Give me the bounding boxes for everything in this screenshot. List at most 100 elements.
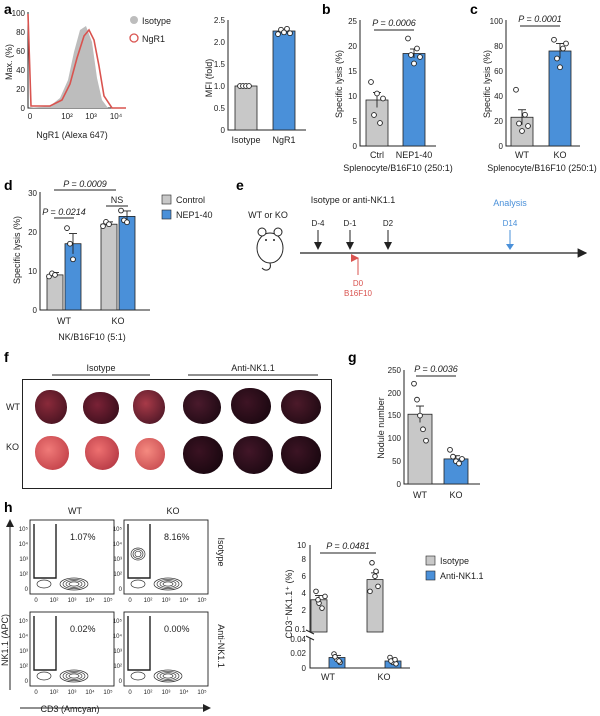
d-ko-nep-point [124,219,130,226]
d-control-1-bar [100,223,118,311]
legend-ngr1-marker [129,33,139,43]
facs-contour [36,579,52,589]
d-xtick-wt: WT [57,316,71,326]
panel-letter-b: b [322,1,331,17]
c-wt-point [522,111,528,118]
hbar-legend-isotype: Isotype [440,556,469,566]
lung-photograph [22,379,332,489]
mfi-ngr1-point [284,25,290,32]
mfi-isotype-point [246,83,252,89]
b-ctrl-point [380,95,386,102]
c-wt-point [519,128,525,134]
g-wt-point [417,412,423,419]
facs-ytick: 10² [113,664,122,670]
axis-break-mark [305,635,315,641]
d-control-0-bar [46,274,64,311]
d-ko-control-point [106,221,112,228]
facs-plot-frame [29,519,115,595]
g-wt-point [423,437,429,444]
facs-contour [62,670,86,682]
c-ko-point [551,36,557,43]
hist-xtick: 10³ [85,112,97,121]
b-ctrl-point [374,90,380,97]
hbar-ylabel: CD3⁻NK1.1⁺ (%) [284,569,294,638]
facs-contour [156,578,180,590]
panel-letter-h: h [4,499,13,515]
d-ns-label: NS [111,195,124,205]
b-xtick-ctrl: Ctrl [370,150,384,160]
c-ko-point [557,64,563,71]
g-ytick: 250 [388,366,402,375]
facs-xtick: 0 [34,598,38,604]
facs-xtick: 0 [128,598,132,604]
b-1-bar [402,53,426,147]
b-xtick-nep: NEP1-40 [396,150,433,160]
d-ylabel: Specific lysis (%) [12,216,22,284]
g-ytick: 50 [392,457,401,466]
facs-contour [162,673,174,679]
g-xtick-ko: KO [449,490,462,500]
g-xtick-wt: WT [413,490,427,500]
facs-contour [153,669,183,683]
facs-ytick: 10⁵ [113,526,123,533]
facs-ytick: 10³ [19,557,28,563]
g-ytick: 150 [388,411,402,420]
d0-label: D0 [353,279,364,288]
hist-ylabel: Max. (%) [4,44,14,80]
mfi-ngr1-point [287,30,293,37]
g-ko-point [450,453,456,460]
c-ytick: 20 [494,117,503,126]
hist-xtick: 10⁴ [110,112,123,121]
d-pvalue-top: P = 0.0009 [63,179,106,189]
d14-label: D14 [503,219,518,228]
c-wt-point [513,86,519,93]
f-group-anti-nk: Anti-NK1.1 [231,363,275,373]
b-nep-point [414,45,420,52]
panel-letter-f: f [4,349,9,365]
hbar-ytick: 6 [302,572,307,581]
c-xtick-ko: KO [553,150,566,160]
facs-ytick: 10⁵ [113,618,123,625]
histogram-plot: 0 20 40 60 80 100 0 10² 10³ 10⁴ NgR1 (Al… [4,9,171,140]
facs-ytick: 10² [19,572,28,578]
mfi-xtick-isotype: Isotype [231,135,260,145]
facs-ytick: 0 [119,679,123,685]
c-wt-point [516,120,522,127]
histogram-ngr1-line [27,13,126,109]
hbar-point [367,588,373,595]
mfi-bar-chart: MFI (fold) Isotype NgR1 0 0.5 1.0 1.5 2.… [204,16,306,145]
facs-contour [130,579,146,589]
b-caption: Splenocyte/B16F10 (250:1) [343,163,453,173]
facs-xtick: 10⁵ [103,689,113,696]
facs-percent: 1.07% [70,532,96,542]
d-xtick-ko: KO [111,316,124,326]
facs-ytick: 10³ [113,649,122,655]
hbar-ytick: 0.04 [290,635,306,644]
panel-letter-c: c [470,1,478,17]
hbar-ytick: 0 [302,664,307,673]
legend-isotype-label: Isotype [142,16,171,26]
hist-xlabel: NgR1 (Alexa 647) [36,130,108,140]
d-wt-nep-point [70,256,76,263]
lysis-nep1-chart: Specific lysis (%) 0 5 10 15 20 25 Ctrl … [334,17,453,173]
hbar-legend-nk: Anti-NK1.1 [440,571,484,581]
b-ytick: 10 [348,92,357,101]
b-ctrl-point [371,112,377,118]
hbar-ytick: 10 [297,541,306,550]
facs-ytick: 10² [113,572,122,578]
lung-ko-nk [183,436,223,474]
hbar-xtick-wt: WT [321,672,335,682]
analysis-arrowhead [506,244,514,250]
hist-ytick: 20 [16,85,25,94]
d-ytick: 20 [28,228,37,237]
hbar-point [332,654,338,660]
histogram-isotype-area [28,26,108,108]
d-ytick: 30 [28,189,37,198]
lung-wt-isotype [83,392,119,424]
c-ylabel: Specific lysis (%) [482,50,492,118]
legend-ngr1-label: NgR1 [142,34,165,44]
f-row-ko: KO [6,442,19,452]
h-col-wt: WT [68,506,82,516]
hbar-isotype-1 [366,579,384,633]
mfi-ngr1-point [281,29,287,36]
